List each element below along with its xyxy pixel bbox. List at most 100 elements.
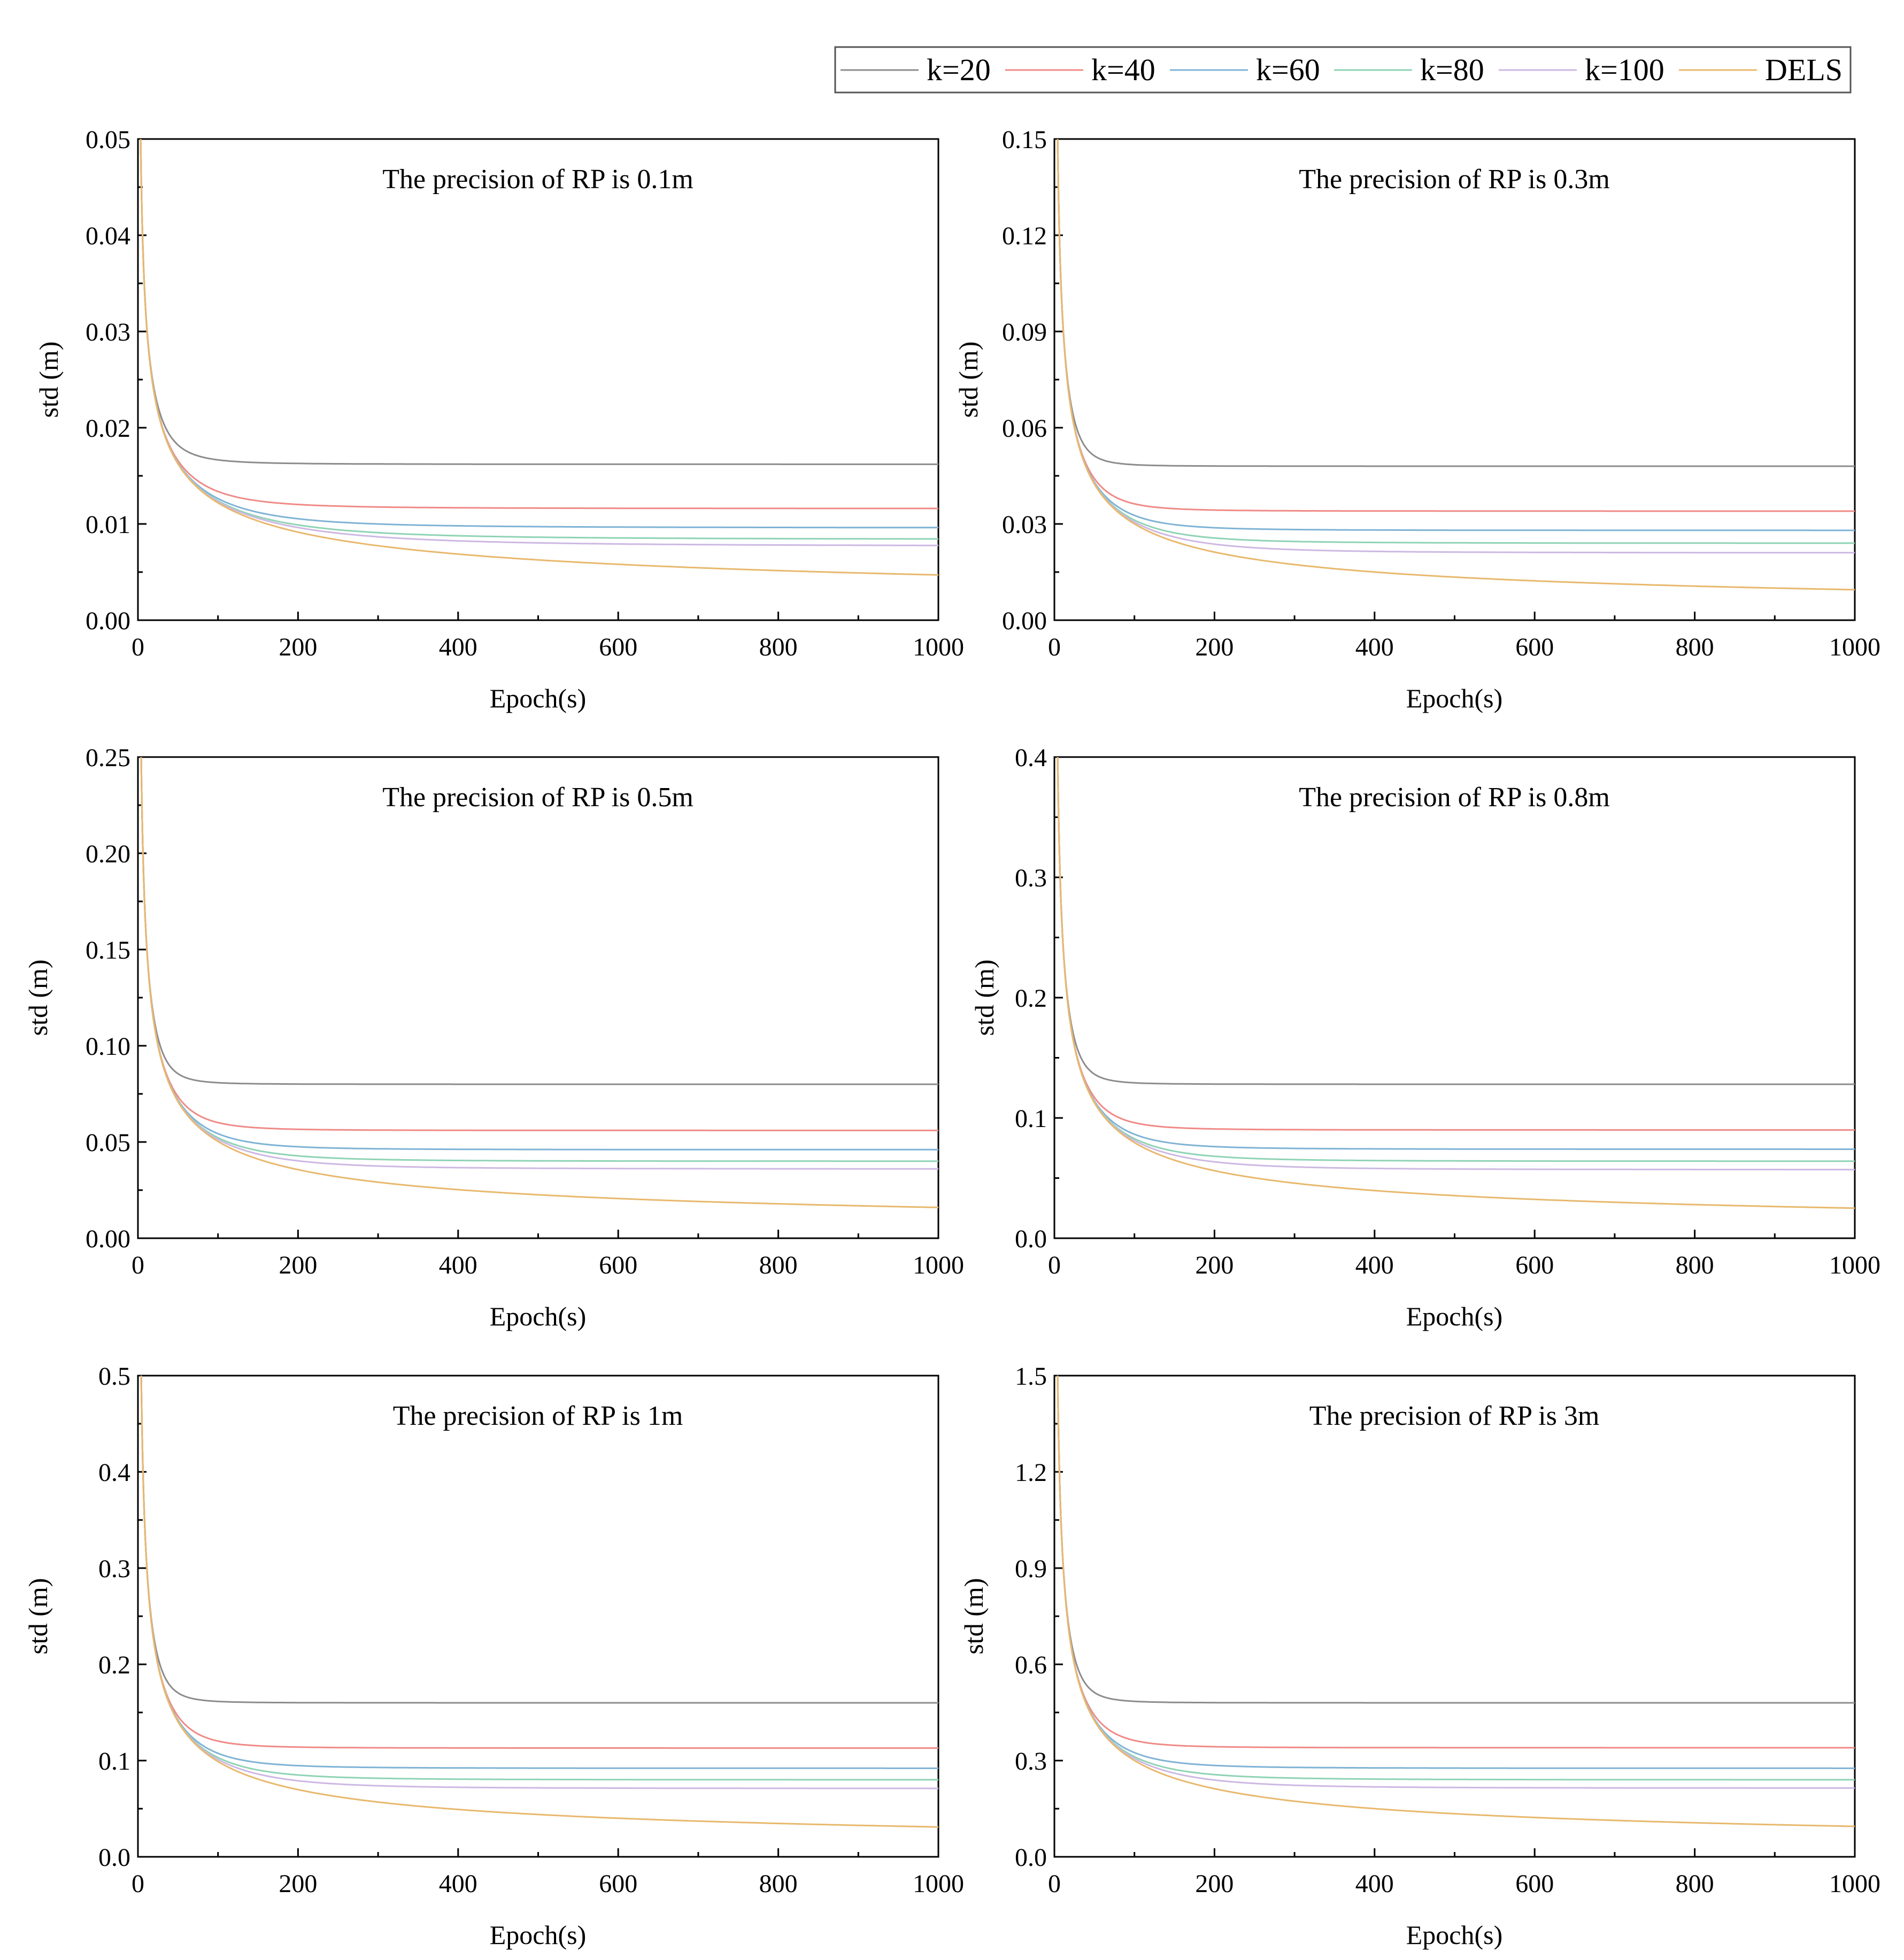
series-line-dels bbox=[140, 1376, 938, 1828]
x-tick-label: 600 bbox=[599, 633, 637, 661]
y-tick-label: 0.4 bbox=[1015, 744, 1047, 772]
series-line-dels bbox=[1057, 757, 1855, 1209]
x-tick-label: 200 bbox=[279, 1870, 317, 1898]
x-tick-label: 0 bbox=[132, 1251, 144, 1279]
x-tick-label: 200 bbox=[279, 633, 317, 661]
y-tick-label: 0.3 bbox=[1015, 864, 1047, 892]
series-lines bbox=[1057, 1376, 1855, 1827]
x-tick-label: 600 bbox=[599, 1251, 637, 1279]
legend-entry: k=60 bbox=[1170, 52, 1320, 87]
y-tick-label: 0.5 bbox=[98, 1362, 130, 1391]
panel-title: The precision of RP is 1m bbox=[393, 1401, 683, 1431]
y-tick-label: 0.0 bbox=[98, 1843, 130, 1872]
x-axis-title: Epoch(s) bbox=[490, 1920, 587, 1950]
y-tick-label: 0.03 bbox=[86, 318, 130, 346]
x-tick-label: 600 bbox=[1515, 1251, 1554, 1279]
series-line-dels bbox=[1057, 1376, 1855, 1827]
x-axis-title: Epoch(s) bbox=[1406, 1301, 1503, 1331]
x-tick-label: 1000 bbox=[913, 1251, 964, 1279]
axis-ticks: 0 200 400 600 800 1000 0.00 0.05 0.10 0.15 0.20 0.2… bbox=[86, 744, 964, 1279]
axis-ticks: 0 200 400 600 800 1000 0.00 0.03 0.06 0.09 0.12 0.1… bbox=[1002, 126, 1880, 661]
x-tick-label: 200 bbox=[1195, 633, 1234, 661]
series-line-k20 bbox=[140, 1376, 938, 1704]
legend-label: DELS bbox=[1765, 52, 1843, 87]
axis-ticks: 0 200 400 600 800 1000 0.0 0.1 0.2 0.3 0.4 0.5 bbox=[98, 1362, 964, 1898]
y-tick-label: 0.1 bbox=[1015, 1105, 1047, 1133]
series-lines bbox=[1057, 139, 1855, 591]
x-axis-title: Epoch(s) bbox=[1406, 1920, 1503, 1950]
x-tick-label: 0 bbox=[132, 1870, 144, 1898]
y-tick-label: 0.06 bbox=[1002, 414, 1047, 443]
y-axis-title: std (m) bbox=[969, 959, 999, 1036]
x-tick-label: 1000 bbox=[1829, 1251, 1880, 1279]
x-tick-label: 1000 bbox=[1829, 633, 1880, 661]
series-line-dels bbox=[1057, 139, 1855, 591]
y-tick-label: 0.00 bbox=[86, 607, 130, 635]
y-tick-label: 0.1 bbox=[98, 1747, 130, 1776]
x-tick-label: 600 bbox=[1515, 1870, 1554, 1898]
x-tick-label: 800 bbox=[759, 633, 798, 661]
x-tick-label: 0 bbox=[132, 633, 144, 661]
y-tick-label: 0.9 bbox=[1015, 1555, 1047, 1583]
y-tick-label: 0.6 bbox=[1015, 1651, 1047, 1679]
series-line-k40 bbox=[140, 1376, 938, 1749]
y-tick-label: 0.12 bbox=[1002, 222, 1047, 250]
chart-panel-rp-0-3m: The precision of RP is 0.3m Epoch(s) std… bbox=[953, 126, 1880, 713]
y-axis-title: std (m) bbox=[34, 341, 64, 418]
y-tick-label: 1.5 bbox=[1015, 1362, 1047, 1391]
series-line-k20 bbox=[1057, 1376, 1855, 1704]
y-tick-label: 0.15 bbox=[1002, 126, 1047, 154]
y-axis-title: std (m) bbox=[23, 1578, 53, 1654]
panel-title: The precision of RP is 0.3m bbox=[1299, 164, 1610, 195]
y-tick-label: 0.03 bbox=[1002, 511, 1047, 539]
x-tick-label: 400 bbox=[1355, 633, 1394, 661]
chart-panel-rp-0-5m: The precision of RP is 0.5m Epoch(s) std… bbox=[23, 744, 964, 1331]
axis-ticks: 0 200 400 600 800 1000 0.0 0.1 0.2 0.3 0.4 bbox=[1015, 744, 1880, 1279]
x-tick-label: 400 bbox=[439, 633, 477, 661]
series-line-k20 bbox=[1057, 757, 1855, 1085]
x-tick-label: 400 bbox=[439, 1870, 477, 1898]
legend-entry: k=40 bbox=[1005, 52, 1155, 87]
y-axis-title: std (m) bbox=[953, 341, 983, 418]
y-axis-title: std (m) bbox=[23, 959, 53, 1036]
series-line-k40 bbox=[1057, 1376, 1855, 1749]
y-tick-label: 0.4 bbox=[98, 1459, 130, 1487]
x-tick-label: 800 bbox=[1676, 633, 1714, 661]
y-tick-label: 0.01 bbox=[86, 511, 130, 539]
y-tick-label: 0.02 bbox=[86, 414, 130, 443]
x-tick-label: 400 bbox=[439, 1251, 477, 1279]
legend: k=20 k=40 k=60 k=80 k=100 DELS bbox=[834, 46, 1852, 94]
axis-ticks: 0 200 400 600 800 1000 0.0 0.3 0.6 0.9 1.2 1.5 bbox=[1015, 1362, 1880, 1898]
y-tick-label: 0.15 bbox=[86, 936, 130, 964]
y-tick-label: 0.20 bbox=[86, 840, 130, 868]
legend-label: k=80 bbox=[1420, 52, 1484, 87]
y-tick-label: 0.00 bbox=[86, 1225, 130, 1253]
y-tick-label: 0.10 bbox=[86, 1032, 130, 1061]
series-line-k20 bbox=[1057, 139, 1855, 467]
legend-entry: DELS bbox=[1679, 52, 1843, 87]
x-tick-label: 800 bbox=[1676, 1251, 1714, 1279]
y-tick-label: 0.09 bbox=[1002, 318, 1047, 346]
x-tick-label: 600 bbox=[1515, 633, 1554, 661]
y-tick-label: 0.25 bbox=[86, 744, 130, 772]
legend-entry: k=100 bbox=[1499, 52, 1664, 87]
legend-label: k=100 bbox=[1585, 52, 1664, 87]
x-tick-label: 1000 bbox=[1829, 1870, 1880, 1898]
y-tick-label: 0.3 bbox=[98, 1555, 130, 1583]
y-tick-label: 0.0 bbox=[1015, 1843, 1047, 1872]
panel-title: The precision of RP is 0.8m bbox=[1299, 782, 1610, 813]
series-lines bbox=[140, 139, 938, 576]
x-tick-label: 400 bbox=[1355, 1251, 1394, 1279]
y-tick-label: 0.04 bbox=[86, 222, 130, 250]
x-tick-label: 800 bbox=[1676, 1870, 1714, 1898]
series-line-k20 bbox=[140, 139, 938, 465]
series-lines bbox=[1057, 757, 1855, 1209]
legend-entry: k=20 bbox=[841, 52, 991, 87]
series-line-dels bbox=[140, 757, 938, 1208]
x-tick-label: 0 bbox=[1048, 633, 1061, 661]
x-tick-label: 400 bbox=[1355, 1870, 1394, 1898]
series-line-k40 bbox=[1057, 139, 1855, 512]
y-tick-label: 0.05 bbox=[86, 1129, 130, 1157]
